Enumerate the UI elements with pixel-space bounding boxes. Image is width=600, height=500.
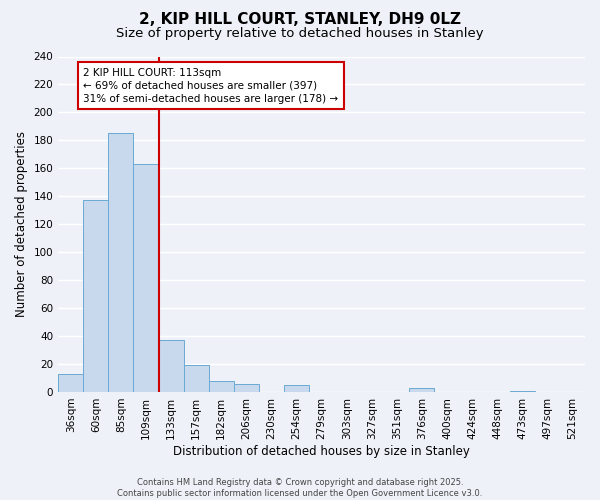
Bar: [209, 381, 234, 392]
Bar: [409, 388, 434, 392]
Bar: [184, 366, 209, 392]
Bar: [83, 200, 109, 392]
Text: 2 KIP HILL COURT: 113sqm
← 69% of detached houses are smaller (397)
31% of semi-: 2 KIP HILL COURT: 113sqm ← 69% of detach…: [83, 68, 338, 104]
Text: 2, KIP HILL COURT, STANLEY, DH9 0LZ: 2, KIP HILL COURT, STANLEY, DH9 0LZ: [139, 12, 461, 28]
Text: Contains HM Land Registry data © Crown copyright and database right 2025.
Contai: Contains HM Land Registry data © Crown c…: [118, 478, 482, 498]
Bar: [234, 384, 259, 392]
X-axis label: Distribution of detached houses by size in Stanley: Distribution of detached houses by size …: [173, 444, 470, 458]
Bar: [58, 374, 83, 392]
Text: Size of property relative to detached houses in Stanley: Size of property relative to detached ho…: [116, 28, 484, 40]
Bar: [109, 134, 133, 392]
Y-axis label: Number of detached properties: Number of detached properties: [15, 131, 28, 317]
Bar: [510, 390, 535, 392]
Bar: [284, 385, 309, 392]
Bar: [133, 164, 158, 392]
Bar: [158, 340, 184, 392]
